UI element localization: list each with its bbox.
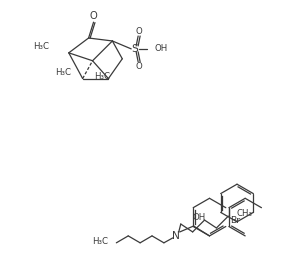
Text: N: N xyxy=(172,231,180,241)
Text: Br: Br xyxy=(230,216,240,225)
Text: S: S xyxy=(132,44,138,54)
Text: OH: OH xyxy=(193,213,206,221)
Text: O: O xyxy=(136,62,142,71)
Text: H₃C: H₃C xyxy=(55,68,71,77)
Text: O: O xyxy=(90,11,97,21)
Text: OH: OH xyxy=(155,44,168,53)
Text: H₃C: H₃C xyxy=(33,43,49,51)
Text: CH₃: CH₃ xyxy=(236,209,252,218)
Text: H₃C: H₃C xyxy=(95,72,111,81)
Text: H₃C: H₃C xyxy=(92,237,108,246)
Text: O: O xyxy=(136,27,142,36)
